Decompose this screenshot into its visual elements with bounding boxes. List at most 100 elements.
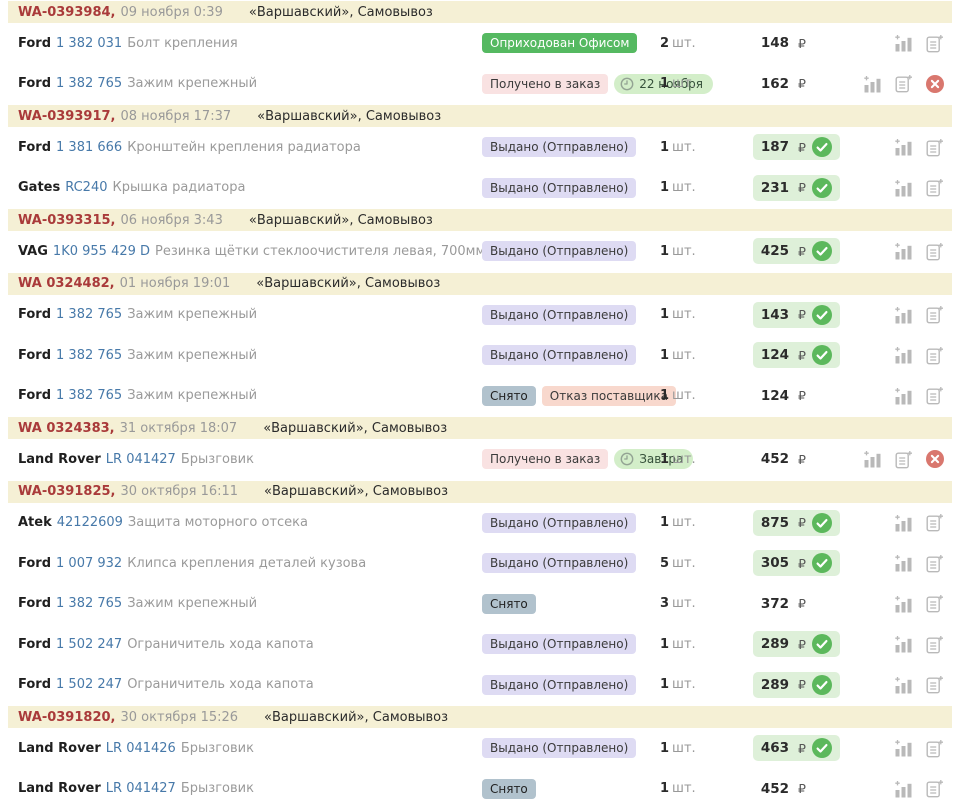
add-to-list-button[interactable] xyxy=(926,739,944,758)
item-price: 148 xyxy=(760,35,790,52)
item-actions-cell xyxy=(840,386,960,405)
price-history-button[interactable] xyxy=(894,780,913,798)
status-badge: Снято xyxy=(482,593,536,614)
add-to-list-button[interactable] xyxy=(926,779,944,798)
status-badge: Снято xyxy=(482,385,536,406)
part-number-link[interactable]: LR 041427 xyxy=(105,451,176,467)
price-history-button[interactable] xyxy=(894,676,913,694)
item-brand: Ford xyxy=(18,596,52,612)
part-number-link[interactable]: 42122609 xyxy=(56,515,123,531)
item-qty-cell: 1 шт. xyxy=(660,244,718,259)
add-to-list-button[interactable] xyxy=(926,675,944,694)
order-location: «Варшавский», Самовывоз xyxy=(257,108,442,124)
price-history-button[interactable] xyxy=(894,346,913,364)
qty-unit: шт. xyxy=(672,515,696,531)
cancel-icon xyxy=(926,450,944,469)
status-badge: Получено в заказ xyxy=(482,449,609,470)
item-info-cell: Ford 1 502 247 Ограничитель хода капота xyxy=(18,637,482,652)
price-history-button[interactable] xyxy=(894,179,913,197)
part-number-link[interactable]: LR 041426 xyxy=(105,740,176,756)
item-price: 289 xyxy=(760,676,790,693)
status-badges: Выдано (Отправлено) xyxy=(482,674,637,695)
add-to-list-button[interactable] xyxy=(926,346,944,365)
order-item-row: Ford 1 381 666 Кронштейн крепления радиа… xyxy=(0,127,960,168)
qty-unit: шт. xyxy=(672,555,696,571)
item-name: Зажим крепежный xyxy=(127,76,258,92)
add-to-list-button[interactable] xyxy=(926,178,944,197)
order-group: WA 0324383 31 октября 18:07 «Варшавский»… xyxy=(0,417,960,480)
add-to-list-button[interactable] xyxy=(895,74,913,93)
add-to-list-button[interactable] xyxy=(926,554,944,573)
price-history-button[interactable] xyxy=(894,635,913,653)
part-number-link[interactable]: 1 382 765 xyxy=(56,76,123,92)
price-wrap: 162 ₽ xyxy=(753,71,840,97)
part-number-link[interactable]: 1 007 932 xyxy=(56,555,123,571)
order-items: Ford 1 382 765 Зажим крепежный Выдано (О… xyxy=(0,295,960,417)
document-plus-icon xyxy=(926,305,944,324)
price-history-button[interactable] xyxy=(894,34,913,52)
price-history-button[interactable] xyxy=(894,595,913,613)
part-number-link[interactable]: LR 041427 xyxy=(105,781,176,797)
part-number-link[interactable]: 1 382 765 xyxy=(56,307,123,323)
item-price: 124 xyxy=(760,387,790,404)
price-history-button[interactable] xyxy=(863,75,882,93)
part-number-link[interactable]: 1 502 247 xyxy=(56,636,123,652)
price-history-button[interactable] xyxy=(863,450,882,468)
price-history-button[interactable] xyxy=(894,138,913,156)
item-info-cell: Ford 1 382 765 Зажим крепежный xyxy=(18,76,482,91)
cancel-button[interactable] xyxy=(926,450,944,469)
item-status-cell: Получено в заказ 22 ноября xyxy=(482,73,713,94)
part-number-link[interactable]: 1 502 247 xyxy=(56,677,123,693)
add-to-list-button[interactable] xyxy=(926,305,944,324)
price-history-button[interactable] xyxy=(894,242,913,260)
document-plus-icon xyxy=(926,178,944,197)
order-items: Land Rover LR 041427 Брызговик Получено … xyxy=(0,439,960,480)
add-to-list-button[interactable] xyxy=(926,138,944,157)
part-number-link[interactable]: 1 381 666 xyxy=(56,139,123,155)
add-to-list-button[interactable] xyxy=(926,386,944,405)
part-number-link[interactable]: 1 382 765 xyxy=(56,596,123,612)
item-price: 372 xyxy=(760,595,790,612)
item-status-cell: Оприходован Офисом xyxy=(482,33,660,54)
status-badges: Получено в заказ xyxy=(482,449,609,470)
currency-sign: ₽ xyxy=(798,347,806,363)
price-history-button[interactable] xyxy=(894,514,913,532)
price-history-button[interactable] xyxy=(894,554,913,572)
currency-sign: ₽ xyxy=(798,636,806,652)
add-to-list-button[interactable] xyxy=(926,594,944,613)
check-slot xyxy=(812,674,832,695)
part-number-link[interactable]: RC240 xyxy=(65,180,108,196)
price-confirmed-icon xyxy=(812,512,832,533)
item-status-cell: Выдано (Отправлено) xyxy=(482,512,660,533)
item-status-cell: Выдано (Отправлено) xyxy=(482,634,660,655)
status-badge: Выдано (Отправлено) xyxy=(482,177,637,198)
status-badge: Выдано (Отправлено) xyxy=(482,512,637,533)
item-qty: 1 xyxy=(660,740,670,756)
add-to-list-button[interactable] xyxy=(926,242,944,261)
add-to-list-button[interactable] xyxy=(926,34,944,53)
add-to-list-button[interactable] xyxy=(895,450,913,469)
price-history-button[interactable] xyxy=(894,739,913,757)
qty-unit: шт. xyxy=(672,180,696,196)
cancel-button[interactable] xyxy=(926,74,944,93)
order-items: Land Rover LR 041426 Брызговик Выдано (О… xyxy=(0,728,960,809)
status-badge: Выдано (Отправлено) xyxy=(482,738,637,759)
item-price-cell: 452 ₽ xyxy=(718,446,840,472)
price-history-button[interactable] xyxy=(894,387,913,405)
item-name: Зажим крепежный xyxy=(127,347,258,363)
qty-unit: шт. xyxy=(672,596,696,612)
part-number-link[interactable]: 1 382 765 xyxy=(56,388,123,404)
part-number-link[interactable]: 1 382 765 xyxy=(56,347,123,363)
bar-chart-plus-icon xyxy=(894,514,913,532)
part-number-link[interactable]: 1 382 031 xyxy=(56,35,123,51)
item-name: Зажим крепежный xyxy=(127,388,258,404)
add-to-list-button[interactable] xyxy=(926,513,944,532)
bar-chart-plus-icon xyxy=(894,34,913,52)
part-number-link[interactable]: 1K0 955 429 D xyxy=(52,243,151,259)
price-history-button[interactable] xyxy=(894,306,913,324)
check-slot xyxy=(812,241,832,262)
add-to-list-button[interactable] xyxy=(926,635,944,654)
price-wrap: 452 ₽ xyxy=(753,446,840,472)
item-name: Крышка радиатора xyxy=(112,180,246,196)
item-actions-cell xyxy=(840,554,960,573)
